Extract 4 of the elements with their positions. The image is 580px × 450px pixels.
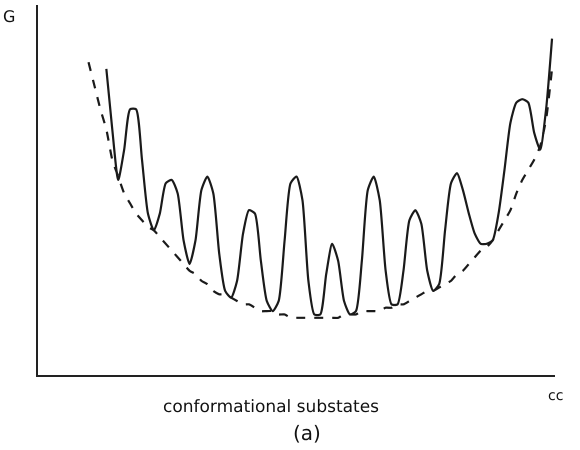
y-axis-title: G (3, 7, 16, 26)
x-axis-title: cc (548, 388, 564, 404)
text: conformational substates (163, 397, 380, 417)
text: (a) (293, 421, 321, 445)
